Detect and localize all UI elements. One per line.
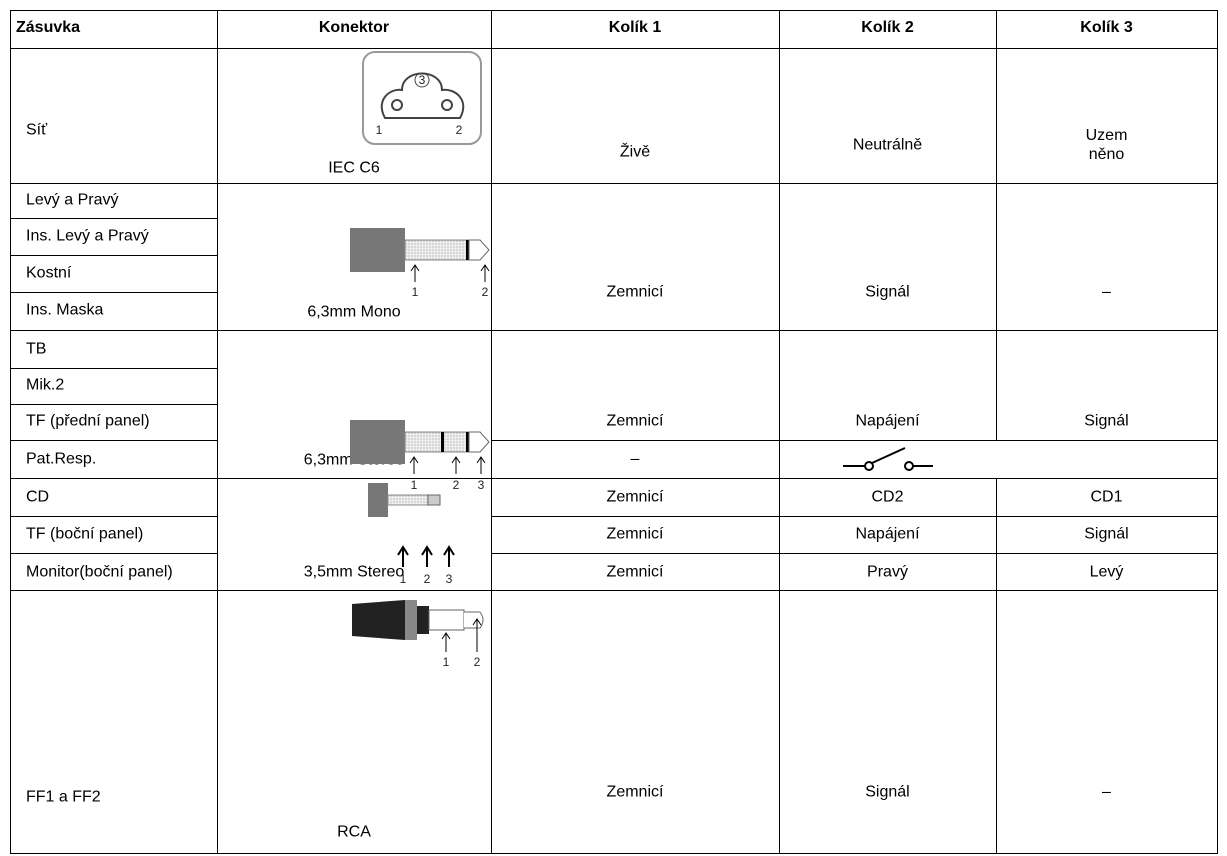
pin-function: Zemnicí [606,412,664,430]
socket-label: Síť [26,121,48,139]
socket-label: FF1 a FF2 [26,788,101,806]
socket-label: Kostní [26,264,72,282]
socket-label: Ins. Maska [26,301,104,319]
pin-function: – [1102,283,1111,301]
socket-label: TF (boční panel) [26,525,144,543]
pin-function: Signál [865,783,910,801]
pin-label: 1 [376,123,383,137]
mini-jack-icon: 1 2 3 [368,483,455,586]
pin-function: Zemnicí [606,525,664,543]
pin-function: Zemnicí [606,783,664,801]
connector-name: IEC C6 [328,159,380,177]
pin-function: Zemnicí [606,563,664,581]
socket-label: Mik.2 [26,376,65,394]
pin-label: 3 [446,572,453,586]
iec-c6-icon: 3 1 2 [362,51,482,145]
pin-function: – [1102,783,1111,801]
pin-function: Zemnicí [606,488,664,506]
pin-label: 1 [411,478,418,492]
switch-symbol [843,447,933,471]
socket-label: TB [26,340,47,358]
column-header: Kolík 2 [861,19,914,36]
connector-name: 3,5mm Stereo [303,563,405,581]
pin-function: Zemnicí [606,283,664,301]
pin-function: Neutrálně [852,136,923,154]
pin-function: Signál [1084,412,1129,430]
pin-label: 1 [443,655,450,669]
connector-name: RCA [337,823,371,841]
pin-function: Uzemněno [1085,127,1128,163]
pin-function: Pravý [867,563,908,581]
mono-jack-icon: 1 2 [350,228,490,299]
pin-function: – [630,450,640,468]
pin-label: 2 [456,123,463,137]
pin-label: 2 [453,478,460,492]
pin-function: Napájení [855,412,920,430]
connector-name: 6,3mm Mono [307,303,401,321]
socket-label: Ins. Levý a Pravý [26,227,149,245]
pin-label: 1 [412,285,419,299]
column-header: Kolík 1 [608,19,662,36]
column-header: Zásuvka [16,19,81,36]
socket-label: Levý a Pravý [26,191,119,209]
pin-function: Levý [1089,563,1124,581]
pin-function: CD1 [1090,488,1123,506]
table-cell [996,590,1218,854]
pin-label: 2 [474,655,481,669]
socket-label: Pat.Resp. [26,450,97,468]
pin-function: Signál [865,283,910,301]
pin-label: 2 [482,285,489,299]
socket-label: Monitor(boční panel) [26,563,173,581]
column-header: Konektor [318,19,390,36]
socket-label: CD [26,488,50,506]
pin-label: 2 [424,572,431,586]
socket-label: TF (přední panel) [26,412,150,430]
rca-icon: 1 2 [352,600,484,669]
pin-function: Živě [619,143,651,161]
pin-label: 3 [478,478,485,492]
pin-function: Napájení [855,525,920,543]
pin-label: 3 [419,73,426,87]
column-header: Kolík 3 [1080,19,1133,36]
pin-function: CD2 [871,488,904,506]
pin-function: Signál [1084,525,1129,543]
stereo-jack-icon: 1 2 3 [350,420,490,492]
pin-label: 1 [400,572,407,586]
